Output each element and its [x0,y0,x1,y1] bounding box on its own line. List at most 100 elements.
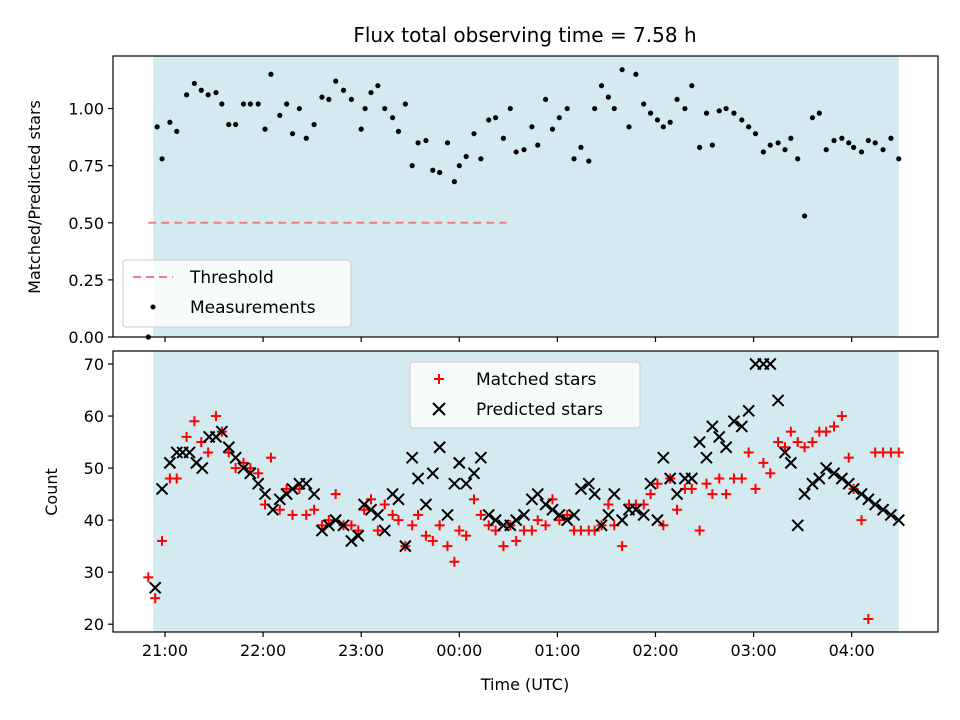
matched-star-point [468,494,479,505]
matched-star-point [736,473,747,484]
predicted-star-point [784,456,798,470]
measurement-point [507,105,513,112]
measurement-point [478,156,484,162]
predicted-star-point [170,446,183,459]
top-legend: Threshold Measurements [122,259,352,328]
measurement-point [500,135,507,141]
matched-star-point [274,504,285,515]
measurement-point [846,140,852,146]
measurement-point [159,156,165,162]
predicted-star-point [364,503,378,516]
matched-star-point [309,504,320,515]
predicted-star-point [608,487,621,501]
measurement-point [183,92,190,98]
predicted-star-point [322,519,336,532]
matched-star-point [461,530,472,541]
top-y-tick-label: 0.50 [68,214,104,233]
predicted-star-point [847,482,860,496]
measurement-point [831,137,837,144]
matched-star-point [773,437,784,448]
predicted-star-point [222,441,235,454]
predicted-star-point [441,508,454,522]
legend-predicted-swatch [432,402,446,416]
predicted-star-point [258,487,272,501]
measurement-point [303,135,309,141]
matched-star-point [449,556,460,567]
measurement-point [674,96,680,103]
matched-star-point [701,478,712,489]
predicted-star-point [574,482,588,496]
measurement-point [605,94,611,100]
matched-star-point [157,535,168,546]
predicted-star-point [459,477,473,490]
measurement-point [626,124,632,130]
matched-star-point [765,468,776,479]
predicted-star-point [602,508,615,522]
measurement-point [858,149,865,155]
matched-star-point [316,520,327,531]
measurement-point [865,137,871,144]
predicted-star-point [735,420,749,433]
predicted-star-point [433,441,446,454]
matched-star-point [779,442,790,453]
predicted-star-point [806,477,819,490]
top-y-axis-label: Matched/Predicted stars [25,100,44,294]
matched-star-point [547,494,558,505]
measurement-point [556,115,562,121]
matched-star-point [511,535,522,546]
matched-star-point [294,483,305,494]
measurement-point [174,128,180,134]
predicted-star-point [693,435,706,449]
matched-star-point [836,411,847,422]
bottom-legend: Matched stars Predicted stars [409,361,641,429]
x-tick-label: 00:00 [436,641,482,660]
measurement-point [198,87,204,93]
measurement-point [731,110,737,116]
matched-star-point [301,509,312,520]
x-tick-label: 01:00 [534,641,580,660]
bottom-y-tick-label: 70 [84,355,104,374]
measurement-point [660,124,666,130]
predicted-star-point [357,498,371,511]
predicted-star-point [546,503,559,516]
predicted-star-point [771,394,785,407]
measurement-point [775,140,781,146]
matched-star-point [750,483,761,494]
measurement-point [682,105,688,112]
x-tick-label: 04:00 [829,641,875,660]
predicted-star-point [352,529,365,542]
predicted-star-point [582,477,595,490]
predicted-star-point [567,508,581,522]
measurement-point [592,105,598,112]
matched-star-point [365,494,376,505]
bottom-legend-box [409,361,641,429]
matched-star-point [223,447,234,458]
predicted-star-point [657,451,670,464]
measurement-point [191,80,198,87]
bottom-axes-frame [112,350,939,633]
predicted-star-point [778,446,792,459]
predicted-star-point [419,498,433,511]
matched-star-point [189,416,200,427]
matched-star-point [281,483,292,494]
matched-star-point [707,489,718,500]
predicted-star-point [183,446,196,459]
measurement-point [486,117,492,123]
measurement-point [205,92,211,98]
predicted-star-point [884,508,898,522]
measurement-point [402,101,408,107]
measurement-point [809,115,816,121]
measurement-point [709,142,715,148]
measurement-point [311,121,317,128]
measurement-point [851,144,857,150]
matched-star-point [420,530,431,541]
measurement-point [697,144,703,150]
predicted-star-point [764,357,777,371]
matched-star-point [265,452,276,463]
top-y-tick-label: 1.00 [68,100,104,119]
matched-star-point [353,525,364,536]
measurement-point [333,78,339,84]
bottom-data-marks [143,357,905,624]
measurement-point [739,117,745,123]
